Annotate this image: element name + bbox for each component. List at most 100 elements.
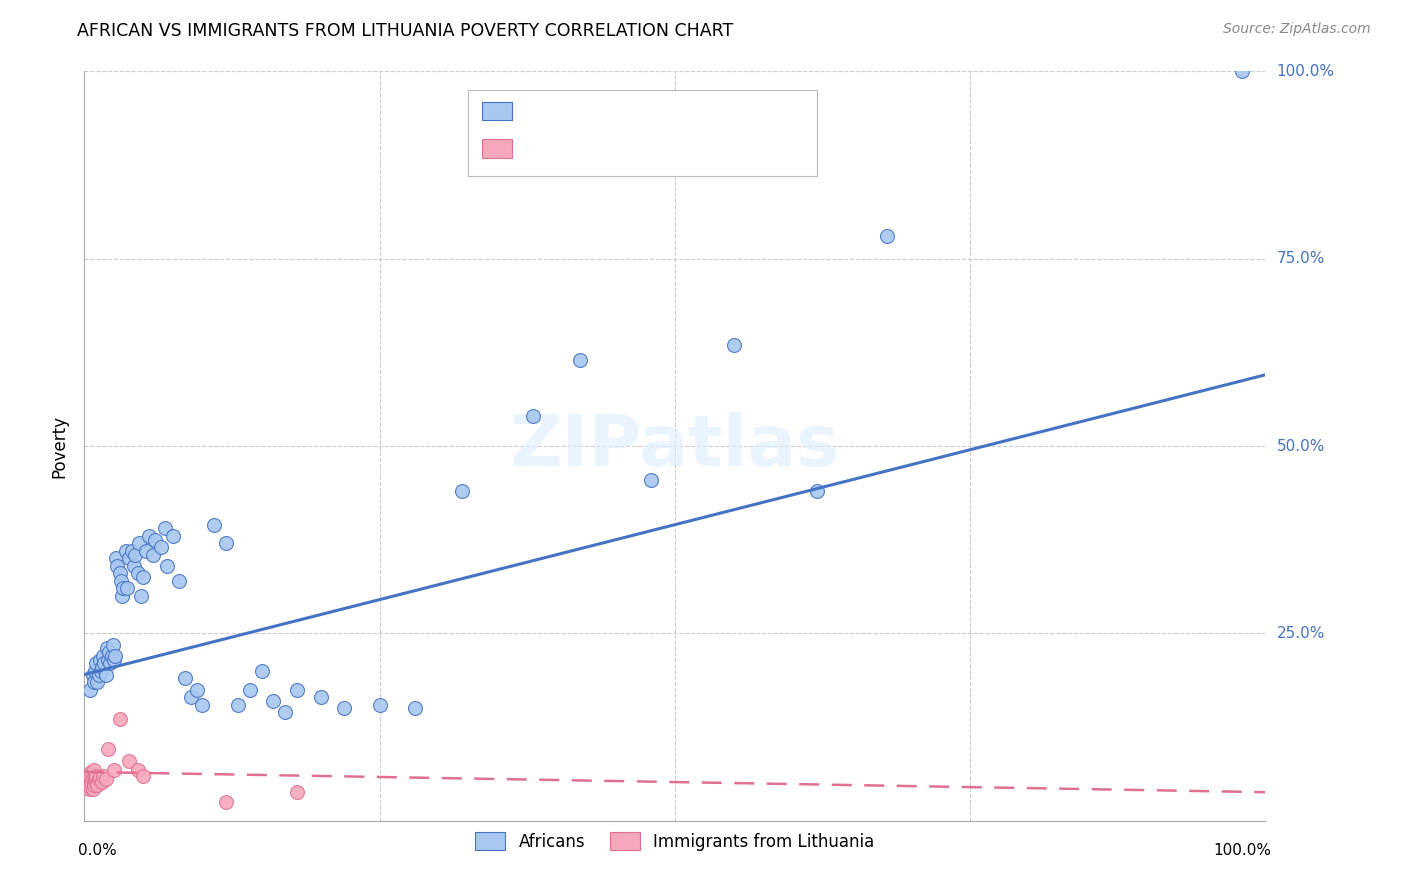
Point [90, 664, 112, 678]
Point [79, 769, 101, 783]
Text: R =  0.542   N = 70: R = 0.542 N = 70 [530, 97, 706, 115]
Point [111, 589, 134, 603]
Point [142, 548, 165, 562]
Point [118, 754, 141, 768]
Point [138, 529, 160, 543]
Point [368, 698, 391, 712]
Text: 100.0%: 100.0% [1213, 843, 1271, 858]
Point [115, 582, 138, 596]
Point [83, 778, 105, 792]
Point [76, 778, 98, 792]
Point [97, 652, 120, 666]
Point [122, 558, 145, 573]
Point [173, 671, 195, 685]
Point [132, 769, 155, 783]
Point [107, 558, 129, 573]
Point [82, 772, 104, 787]
Point [285, 682, 308, 697]
Text: 75.0%: 75.0% [1277, 252, 1324, 266]
Point [83, 763, 105, 777]
Point [100, 648, 122, 663]
Point [186, 682, 208, 697]
Point [121, 544, 143, 558]
Point [262, 694, 284, 708]
Point [77, 770, 100, 784]
Point [94, 667, 117, 681]
Point [87, 667, 110, 681]
Point [82, 667, 104, 681]
Point [91, 774, 114, 789]
Point [89, 652, 111, 666]
Point [135, 544, 157, 558]
Point [167, 574, 190, 588]
Point [132, 570, 155, 584]
Point [91, 648, 114, 663]
Point [124, 548, 146, 562]
Point [723, 338, 745, 352]
Point [118, 551, 141, 566]
Point [77, 782, 100, 797]
Point [156, 558, 179, 573]
FancyBboxPatch shape [468, 90, 817, 177]
Point [84, 772, 107, 787]
Point [162, 529, 184, 543]
Point [86, 675, 108, 690]
Point [80, 776, 103, 790]
Point [82, 782, 104, 797]
Point [876, 229, 898, 244]
Point [1230, 64, 1253, 78]
Point [89, 770, 111, 784]
Point [86, 778, 108, 792]
Point [98, 657, 121, 671]
Point [226, 698, 249, 712]
Point [94, 772, 117, 787]
Text: 25.0%: 25.0% [1277, 626, 1324, 640]
Point [84, 774, 107, 789]
Point [239, 682, 262, 697]
Point [114, 544, 136, 558]
Point [215, 536, 238, 550]
Point [79, 780, 101, 794]
Point [84, 657, 107, 671]
Bar [482, 139, 512, 158]
Text: Source: ZipAtlas.com: Source: ZipAtlas.com [1223, 22, 1371, 37]
Point [451, 483, 474, 498]
Point [105, 551, 128, 566]
Point [250, 664, 273, 678]
Point [143, 533, 166, 547]
Point [569, 352, 592, 367]
Text: ZIPatlas: ZIPatlas [510, 411, 839, 481]
Text: R = -0.055   N = 29: R = -0.055 N = 29 [530, 135, 707, 153]
Y-axis label: Poverty: Poverty [51, 415, 69, 477]
Point [80, 764, 103, 779]
Point [91, 660, 114, 674]
Point [112, 582, 135, 596]
Point [84, 769, 107, 783]
Point [87, 772, 110, 787]
Point [640, 473, 662, 487]
Point [79, 682, 101, 697]
Point [96, 641, 118, 656]
Point [309, 690, 332, 704]
Point [191, 698, 214, 712]
Point [333, 701, 356, 715]
Point [128, 536, 150, 550]
Text: 50.0%: 50.0% [1277, 439, 1324, 453]
Point [108, 713, 131, 727]
Point [103, 652, 125, 666]
Point [127, 763, 149, 777]
Point [108, 566, 131, 581]
Point [522, 409, 544, 423]
Point [84, 664, 107, 678]
Bar [482, 102, 512, 120]
Point [285, 785, 308, 799]
Point [150, 540, 173, 554]
Point [274, 705, 297, 719]
Text: 100.0%: 100.0% [1277, 64, 1334, 78]
Point [127, 566, 149, 581]
Point [404, 701, 426, 715]
Point [180, 690, 202, 704]
Point [104, 648, 127, 663]
Point [93, 657, 115, 671]
Legend: Africans, Immigrants from Lithuania: Africans, Immigrants from Lithuania [468, 826, 882, 857]
